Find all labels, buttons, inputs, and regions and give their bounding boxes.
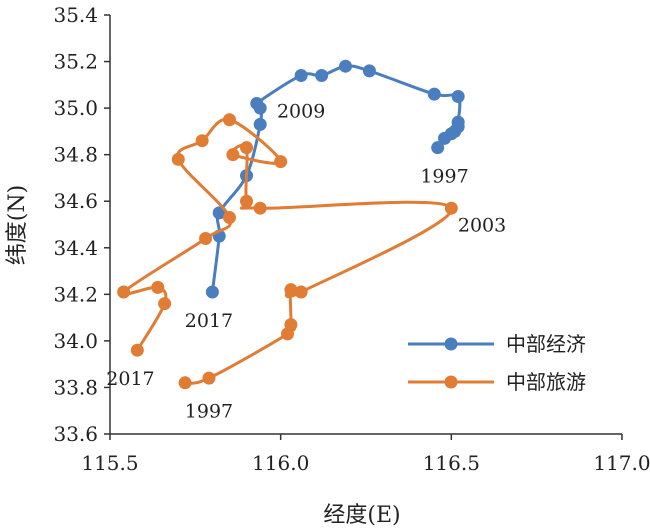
data-point [294,69,308,83]
data-point [151,280,165,294]
data-point [427,87,441,101]
data-point [253,201,267,215]
year-annotation: 2003 [458,215,506,237]
series-1 [205,59,465,299]
data-point [222,211,236,225]
data-point [253,101,267,115]
data-point [195,134,209,148]
y-tick-label: 35.0 [53,96,98,120]
data-point [339,59,353,73]
y-tick-label: 34.4 [53,236,98,260]
data-point [226,148,240,162]
data-point [158,297,172,311]
data-point [451,115,465,129]
year-annotation: 2017 [106,368,154,390]
data-point [202,371,216,385]
y-tick-label: 35.4 [53,3,98,27]
data-point [294,285,308,299]
year-annotation: 1997 [185,401,233,423]
legend-marker [444,337,458,351]
data-point [117,285,131,299]
year-annotation: 2009 [277,100,325,122]
data-point [315,69,329,83]
x-axis-title: 经度(E) [323,503,400,528]
data-point [431,141,445,155]
data-point [284,283,298,297]
series-line [121,117,453,385]
data-point [284,318,298,332]
y-tick-label: 34.8 [53,143,98,167]
data-point [205,285,219,299]
y-tick-label: 34.0 [53,329,98,353]
y-tick-label: 33.8 [53,375,98,399]
x-tick-label: 116.0 [252,451,309,475]
year-annotation: 1997 [420,166,468,188]
series-layer [117,59,465,390]
data-point [444,201,458,215]
data-point [130,343,144,357]
y-tick-label: 33.6 [53,422,98,446]
axes: 115.5 116.0 116.5 117.0 33.6 33.8 34.0 34.2 34.… [53,3,650,475]
data-point [240,141,254,155]
data-point [362,64,376,78]
data-point [240,194,254,208]
legend-item: 中部经济 [408,332,586,356]
legend-marker [444,375,458,389]
x-tick-label: 117.0 [593,451,650,475]
data-point [274,155,288,169]
data-point [253,117,267,131]
x-tick-label: 116.5 [423,451,480,475]
series-2 [117,113,458,390]
y-axis-title: 纬度(N) [5,185,30,265]
y-tick-label: 34.6 [53,189,98,213]
data-point [451,89,465,103]
data-point [178,376,192,390]
y-tick-label: 34.2 [53,282,98,306]
x-tick-label: 115.5 [81,451,138,475]
data-point [171,152,185,166]
annotation-layer: 1997 2009 2003 2017 2017 1997 [106,100,506,422]
y-ticks: 33.6 33.8 34.0 34.2 34.4 34.6 34.8 35.0 35.2 35.4 [53,3,110,446]
legend-label: 中部经济 [506,332,586,356]
data-point [222,113,236,127]
year-annotation: 2017 [185,310,233,332]
data-point [199,231,213,245]
legend-item: 中部旅游 [408,370,586,394]
legend-label: 中部旅游 [506,370,586,394]
y-tick-label: 35.2 [53,50,98,74]
x-ticks: 115.5 116.0 116.5 117.0 [81,434,650,475]
